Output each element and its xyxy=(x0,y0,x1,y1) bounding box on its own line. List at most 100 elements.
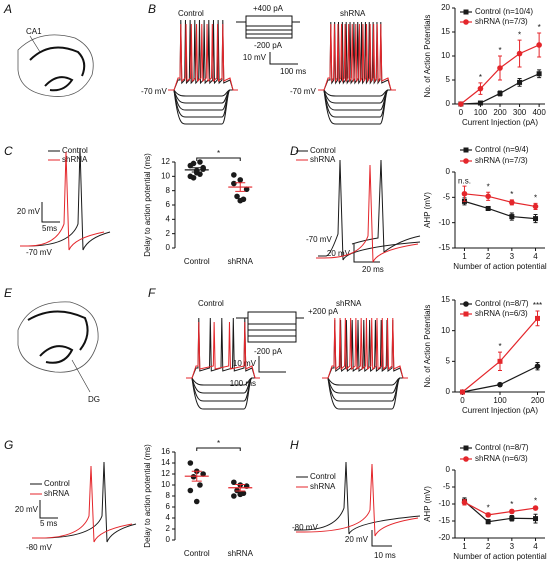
annotation: *** xyxy=(533,301,542,310)
cell-layer xyxy=(29,46,86,77)
stim-label: +200 pA xyxy=(308,307,339,316)
marker xyxy=(485,193,491,200)
scale-bar xyxy=(353,244,380,263)
marker xyxy=(460,389,465,395)
data-point xyxy=(237,197,244,204)
legend-label: shRNA xyxy=(44,489,70,498)
panel-letter: D xyxy=(290,144,299,158)
trace xyxy=(168,89,238,97)
significance-bracket xyxy=(196,157,241,161)
sem-bar xyxy=(191,470,202,482)
data-point xyxy=(197,159,203,165)
marker xyxy=(536,42,542,48)
stim xyxy=(236,311,304,343)
marker xyxy=(497,381,503,388)
scale-bar xyxy=(258,356,286,373)
panel-letter: C xyxy=(4,144,13,158)
marker xyxy=(497,65,503,71)
panel-letter: E xyxy=(4,286,13,300)
trace xyxy=(32,461,137,543)
trace-label: shRNA xyxy=(340,9,366,18)
trace xyxy=(294,461,421,535)
marker xyxy=(477,85,484,92)
sem-bar xyxy=(235,182,246,192)
legend-label: shRNA (n=7/3) xyxy=(475,17,528,26)
marker xyxy=(485,512,491,518)
trace xyxy=(351,159,421,253)
stim xyxy=(236,15,300,39)
scale-label: 10 mV xyxy=(233,359,257,368)
y-tick-label: -15 xyxy=(438,516,450,525)
significance-label: * xyxy=(217,439,220,448)
trace xyxy=(32,465,133,543)
data-point xyxy=(237,491,244,498)
series-line xyxy=(464,501,536,516)
x-tick-label: 0 xyxy=(460,396,465,405)
y-tick-label: 14 xyxy=(161,458,170,467)
y-tick-label: -15 xyxy=(438,243,450,252)
y-tick-label: 0 xyxy=(446,387,451,396)
data-point xyxy=(187,460,194,466)
x-tick-label: 4 xyxy=(533,252,538,261)
y-tick-label: 8 xyxy=(166,186,171,195)
marker xyxy=(463,19,469,25)
x-axis-label: Number of action potential xyxy=(453,552,547,561)
trace xyxy=(186,317,260,379)
y-tick-label: 4 xyxy=(166,214,171,223)
scale-label: 20 mV xyxy=(327,249,351,258)
x-tick-label: 200 xyxy=(493,108,507,117)
panel-letter: B xyxy=(148,2,156,16)
y-axis-label: Delay to action potential (ms) xyxy=(143,444,152,548)
scale-label: 20 mV xyxy=(15,505,39,514)
marker xyxy=(509,515,515,521)
x-tick-label: 2 xyxy=(486,542,491,551)
y-tick-label: 12 xyxy=(161,469,170,478)
x-tick-label: 100 xyxy=(474,108,488,117)
y-tick-label: 12 xyxy=(161,157,170,166)
legend-label: shRNA (n=6/3) xyxy=(475,309,528,318)
legend-label: Control xyxy=(310,146,336,155)
rest-label: -70 mV xyxy=(141,87,167,96)
data-point xyxy=(231,493,237,499)
scale-bar xyxy=(39,500,58,519)
y-axis-label: AHP (mV) xyxy=(423,192,432,228)
trace xyxy=(318,159,421,261)
annotation: n.s. xyxy=(458,176,471,185)
y-tick-label: 2 xyxy=(166,229,171,238)
x-tick-label: 1 xyxy=(462,252,467,261)
legend-label: Control (n=9/4) xyxy=(475,145,529,154)
marker xyxy=(497,90,503,96)
data-point xyxy=(200,164,206,171)
legend-label: Control xyxy=(44,479,70,488)
significance-bracket xyxy=(196,447,241,451)
x-axis-label: Current Injection (pA) xyxy=(462,118,538,127)
x-tick-label: 4 xyxy=(533,542,538,551)
marker xyxy=(463,9,469,15)
data-point xyxy=(193,498,200,505)
marker xyxy=(463,158,469,164)
scale-label: 20 mV xyxy=(17,207,41,216)
marker xyxy=(463,311,469,317)
trace-label: shRNA xyxy=(336,299,362,308)
trace xyxy=(186,321,260,379)
trace xyxy=(316,164,419,263)
rest-label: -70 mV xyxy=(290,87,316,96)
scale-label: 10 ms xyxy=(374,551,396,560)
marker xyxy=(461,499,468,506)
x-tick-label: 0 xyxy=(459,108,464,117)
y-tick-label: 16 xyxy=(161,447,170,456)
legend-label: shRNA xyxy=(62,155,88,164)
y-tick-label: -10 xyxy=(438,499,450,508)
trace xyxy=(322,377,408,410)
y-tick-label: 6 xyxy=(166,502,171,511)
y-axis-label: No. of Action Potentials xyxy=(423,15,432,98)
y-tick-label: 8 xyxy=(166,491,171,500)
data-point xyxy=(190,160,197,167)
x-tick-label: shRNA xyxy=(228,257,254,266)
panel-letter: G xyxy=(4,438,13,452)
marker xyxy=(463,456,469,462)
legend-label: shRNA (n=6/3) xyxy=(475,454,528,463)
cell-layer xyxy=(27,310,89,351)
legend-label: shRNA xyxy=(310,482,336,491)
